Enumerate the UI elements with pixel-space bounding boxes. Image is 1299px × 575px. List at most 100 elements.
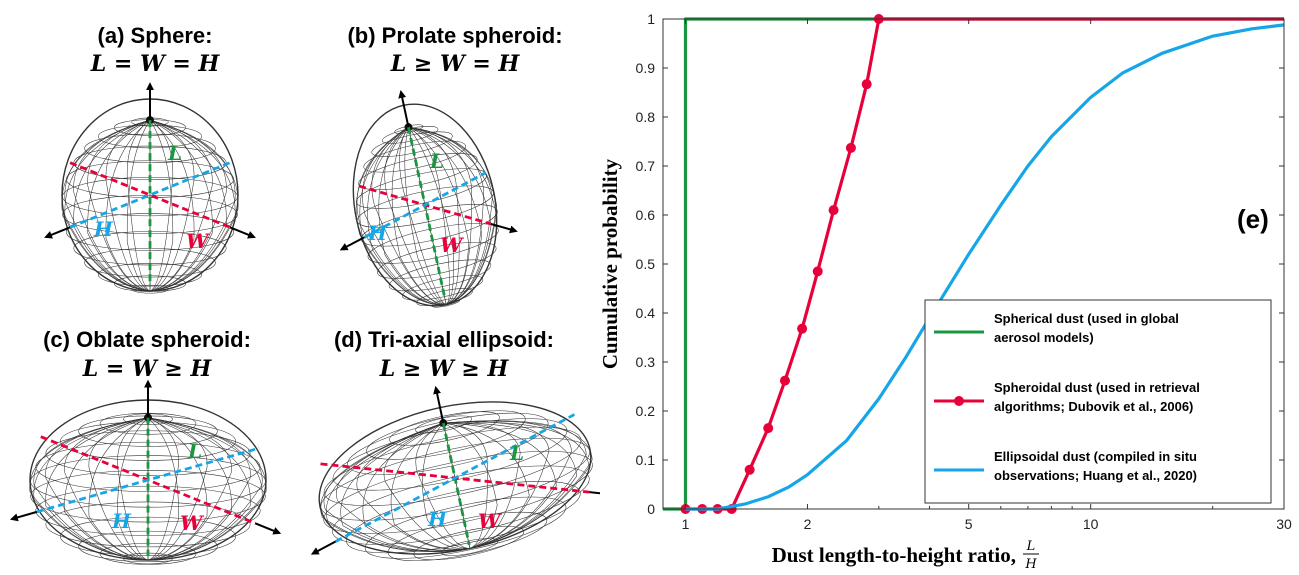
meridian-line — [64, 119, 151, 292]
shape-mesh — [61, 98, 239, 294]
legend-marker-spheroidal — [954, 396, 964, 406]
meridian-line — [149, 119, 195, 292]
letter-h: H — [367, 221, 388, 245]
y-tick-label: 0.5 — [636, 256, 656, 272]
w-arrow — [589, 491, 600, 496]
meridian-line — [147, 417, 251, 561]
y-tick-label: 0 — [647, 501, 655, 517]
w-axis-red — [69, 161, 231, 229]
meridian-line — [149, 119, 213, 292]
spheroidal-data-point — [861, 79, 872, 90]
legend-label-spheroidal: Spheroidal dust (used in retrieval — [994, 380, 1200, 395]
meridian-line — [367, 126, 447, 306]
spheroidal-data-point — [845, 142, 856, 153]
meridian-line — [408, 126, 450, 305]
meridian-line — [149, 119, 195, 292]
panel-d-equation: L ≥ W ≥ H — [379, 356, 509, 382]
shape-axes — [44, 82, 256, 287]
axis-letters: L W H — [427, 441, 524, 533]
meridian-line — [117, 417, 149, 561]
meridian-line — [147, 417, 208, 561]
meridian-line — [404, 127, 447, 306]
shape-axes — [339, 90, 518, 301]
legend-label-ellipsoidal: Ellipsoidal dust (compiled in situ — [994, 449, 1197, 464]
x-axis-label-denominator: H — [1024, 557, 1037, 572]
letter-h: H — [427, 507, 448, 531]
x-axis-label: Dust length-to-height ratio, — [772, 543, 1016, 567]
meridian-line — [443, 422, 521, 549]
letter-h: H — [93, 217, 114, 241]
meridian-line — [45, 417, 149, 561]
meridian-line — [105, 119, 151, 292]
meridian-line — [443, 421, 590, 549]
meridian-line — [443, 421, 550, 549]
triaxial-ellipsoid-shape: L W H — [310, 385, 600, 562]
letter-l: L — [167, 141, 182, 165]
w-arrow — [229, 226, 256, 239]
w-arrow — [254, 522, 282, 535]
x-tick-label: 2 — [804, 516, 812, 532]
meridian-line — [147, 417, 263, 561]
meridian-line — [126, 119, 151, 292]
legend-label-spherical-line2: aerosol models) — [994, 330, 1094, 345]
meridian-line — [147, 417, 208, 561]
meridian-line — [408, 126, 485, 306]
h-arrow — [339, 236, 365, 251]
spheroidal-data-point — [797, 323, 808, 334]
meridian-line — [408, 126, 460, 306]
meridian-line — [443, 420, 587, 549]
meridian-line — [88, 417, 149, 561]
meridian-line — [356, 126, 447, 306]
letter-l: L — [429, 149, 444, 173]
y-tick-label: 0.8 — [636, 109, 656, 125]
letter-h: H — [111, 509, 132, 533]
meridian-line — [149, 119, 213, 292]
vertical-arrow — [398, 90, 410, 128]
meridian-line — [147, 417, 263, 561]
meridian-line — [147, 417, 179, 561]
meridian-line — [149, 119, 236, 292]
meridian-line — [443, 422, 488, 549]
vertical-arrow — [433, 385, 445, 424]
y-tick-label: 0.7 — [636, 158, 656, 174]
meridian-line — [408, 126, 472, 306]
meridian-line — [149, 119, 174, 292]
shape-axes — [310, 385, 600, 555]
meridian-line — [383, 422, 471, 549]
letter-w: W — [440, 233, 465, 257]
letter-l: L — [509, 441, 524, 465]
axis-letters: L W H — [111, 439, 205, 535]
legend-label-spheroidal-line2: algorithms; Dubovik et al., 2006) — [994, 399, 1193, 414]
sphere-shape: L W H — [44, 82, 256, 294]
meridian-line — [126, 119, 151, 292]
oblate-spheroid-shape: L W H — [9, 379, 282, 565]
meridian-line — [45, 417, 149, 561]
meridian-line — [149, 119, 227, 292]
spheroidal-data-point — [779, 375, 790, 386]
meridian-line — [117, 417, 149, 561]
letter-w: W — [180, 511, 205, 535]
legend-label-ellipsoidal-line2: observations; Huang et al., 2020) — [994, 468, 1197, 483]
meridian-line — [105, 119, 151, 292]
y-tick-label: 0.6 — [636, 207, 656, 223]
meridian-line — [87, 119, 151, 292]
meridian-line — [443, 422, 578, 549]
panel-e-label: (e) — [1237, 204, 1269, 234]
meridian-line — [88, 417, 149, 561]
h-arrow — [9, 510, 38, 522]
prolate-spheroid-shape: L W H — [339, 90, 518, 308]
shape-illustrations: L W H L W H L W H L W H — [9, 82, 600, 565]
y-axis-label: Cumulative probability — [598, 158, 622, 369]
x-tick-label: 30 — [1276, 516, 1292, 532]
letter-w: W — [186, 229, 211, 253]
panel-a-title: (a) Sphere: — [97, 23, 213, 48]
meridian-line — [147, 417, 251, 561]
letter-w: W — [478, 509, 503, 533]
x-axis-label-numerator: L — [1026, 539, 1036, 554]
series-ellipsoidal-line — [685, 23, 1285, 511]
legend-label-spherical: Spherical dust (used in global — [994, 311, 1179, 326]
h-axis-blue — [69, 161, 231, 229]
shape-axes — [9, 379, 282, 556]
meridian-line — [408, 126, 470, 306]
meridian-line — [415, 422, 470, 549]
